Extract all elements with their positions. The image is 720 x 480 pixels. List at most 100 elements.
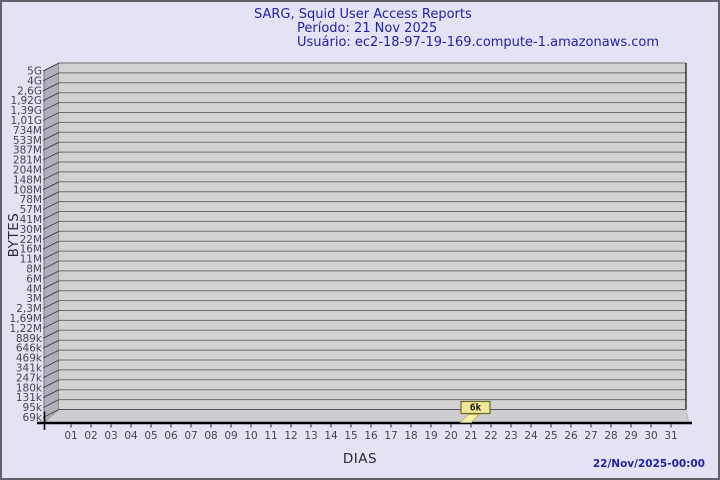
y-tick: [42, 92, 60, 102]
y-tick: [42, 290, 60, 300]
y-tick-label: 281M: [13, 155, 42, 167]
y-tick: [42, 280, 60, 290]
x-tick-label: 31: [664, 430, 677, 442]
y-tick: [42, 329, 60, 339]
y-tick: [42, 121, 60, 131]
y-tick-label: 57M: [20, 204, 42, 216]
left-wall-3d: [43, 62, 60, 424]
y-tick: [42, 171, 60, 181]
y-tick-label: 69k: [23, 412, 43, 424]
y-tick: [42, 349, 60, 359]
y-tick-label: 22M: [20, 234, 42, 246]
x-tick-label: 30: [644, 430, 657, 442]
report-user: Usuário: ec2-18-97-19-169.compute-1.amaz…: [297, 35, 659, 50]
y-tick-label: 2,6G: [17, 85, 42, 97]
y-tick-label: 1,92G: [10, 95, 42, 107]
y-tick: [42, 62, 60, 72]
y-tick: [42, 211, 60, 220]
y-tick: [42, 82, 60, 92]
x-tick-label: 02: [84, 430, 97, 442]
y-tick-label: 889k: [16, 333, 43, 345]
y-tick-label: 148M: [13, 174, 42, 186]
x-tick-label: 21: [464, 430, 477, 442]
generated-timestamp: 22/Nov/2025-00:00: [592, 458, 705, 470]
y-tick-label: 131k: [16, 392, 43, 404]
x-tick-label: 20: [444, 430, 457, 442]
x-tick-label: 13: [304, 430, 317, 442]
y-tick-label: 8M: [26, 264, 42, 276]
x-tick-label: 15: [344, 430, 357, 442]
floor-3d: [43, 409, 690, 424]
x-tick-label: 06: [164, 430, 178, 442]
y-tick: [42, 250, 60, 260]
y-tick-label: 469k: [16, 353, 43, 365]
y-tick-label: 6M: [26, 273, 42, 285]
x-tick-label: 29: [624, 430, 637, 442]
y-tick-label: 204M: [13, 165, 42, 177]
y-tick-label: 1,39G: [10, 105, 42, 117]
x-tick-label: 23: [504, 430, 517, 442]
x-tick-label: 03: [104, 430, 117, 442]
y-tick-label: 78M: [20, 194, 42, 206]
y-tick: [42, 72, 60, 82]
y-tick: [42, 300, 60, 310]
y-tick-label: 1,01G: [10, 115, 42, 127]
x-tick-label: 14: [324, 430, 338, 442]
x-tick-label: 11: [264, 430, 277, 442]
plot-area: [59, 63, 686, 410]
y-tick: [42, 201, 60, 211]
y-tick: [42, 399, 60, 409]
y-tick: [42, 102, 60, 112]
y-tick-label: 533M: [13, 135, 42, 147]
x-tick-label: 08: [204, 430, 217, 442]
y-tick: [42, 339, 60, 349]
y-tick-label: 1,69M: [10, 313, 42, 325]
x-tick-label: 22: [484, 430, 497, 442]
y-tick-label: 387M: [13, 145, 42, 157]
y-tick-label: 30M: [20, 224, 42, 236]
y-tick: [42, 359, 60, 369]
y-tick: [42, 161, 60, 171]
y-tick: [42, 220, 60, 230]
y-tick: [42, 141, 60, 151]
x-tick-label: 17: [384, 430, 397, 442]
x-tick-label: 26: [564, 430, 578, 442]
x-axis-title: DIAS: [342, 451, 378, 467]
y-tick-label: 4M: [26, 283, 42, 295]
y-tick: [42, 379, 60, 389]
y-tick: [42, 151, 60, 161]
y-tick: [42, 112, 60, 121]
x-tick-label: 09: [224, 430, 237, 442]
x-tick-label: 25: [544, 430, 557, 442]
y-tick: [42, 389, 60, 399]
y-tick: [42, 131, 60, 141]
y-tick-label: 734M: [13, 125, 42, 137]
y-tick: [42, 369, 60, 379]
x-tick-label: 19: [424, 430, 437, 442]
x-tick-label: 07: [184, 430, 197, 442]
x-tick-label: 24: [524, 430, 538, 442]
x-tick-label: 28: [604, 430, 617, 442]
y-tick-label: 247k: [16, 372, 43, 384]
report-period: Período: 21 Nov 2025: [297, 21, 438, 36]
y-tick: [42, 270, 60, 280]
y-tick-label: 180k: [16, 382, 43, 394]
bar-value-box: [460, 400, 491, 415]
x-tick-label: 27: [584, 430, 597, 442]
y-tick-label: 1,22M: [10, 323, 42, 335]
y-tick-label: 11M: [20, 254, 42, 266]
y-tick: [42, 319, 60, 329]
y-tick-label: 3M: [26, 293, 42, 305]
y-tick-label: 646k: [16, 343, 43, 355]
y-tick-label: 41M: [20, 214, 42, 226]
x-tick-label: 05: [144, 430, 157, 442]
y-tick-label: 341k: [16, 363, 43, 375]
report-title: SARG, Squid User Access Reports: [254, 7, 472, 22]
y-tick-label: 16M: [20, 244, 42, 256]
x-tick-label: 18: [404, 430, 417, 442]
y-tick: [42, 230, 60, 240]
x-tick-label: 01: [64, 430, 77, 442]
y-tick: [42, 310, 60, 319]
